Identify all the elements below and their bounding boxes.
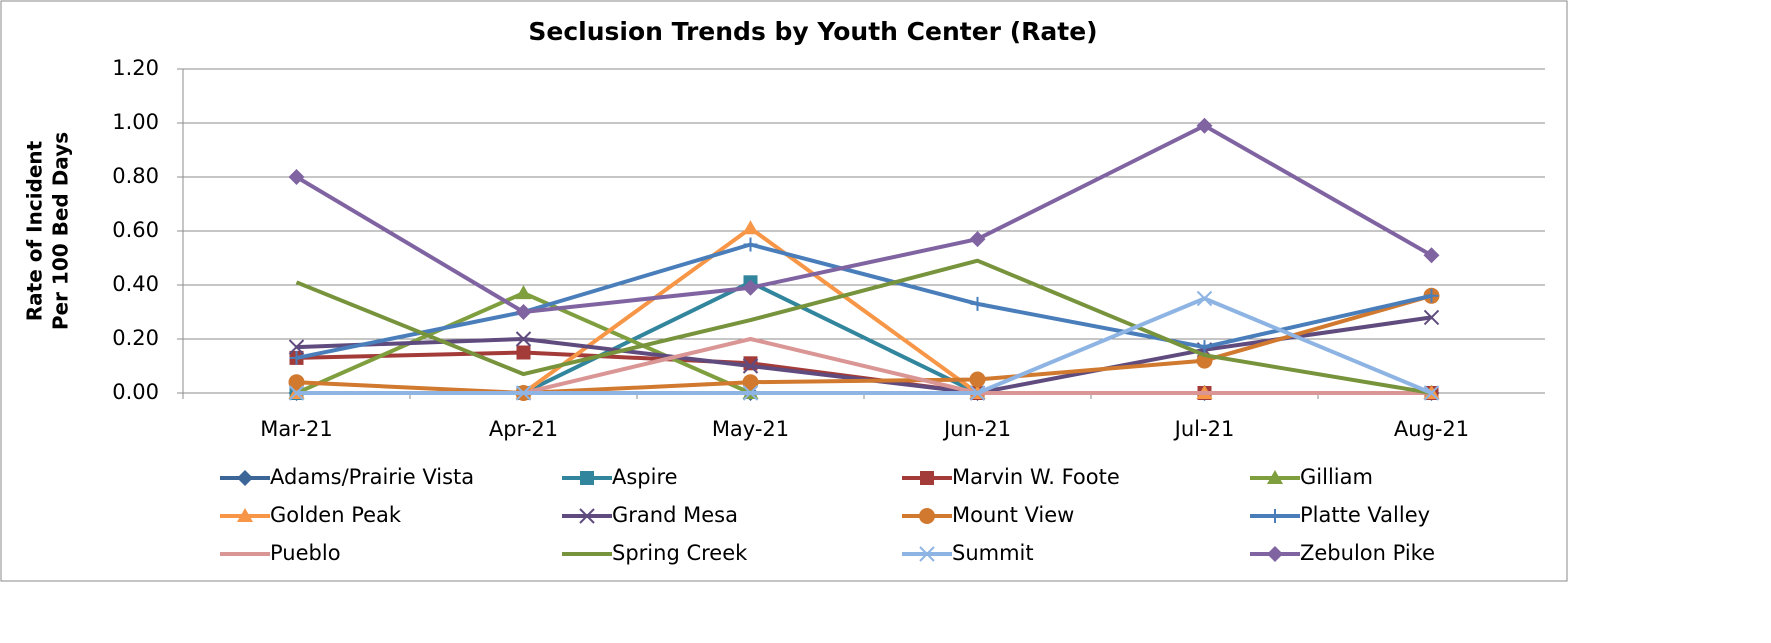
legend-label: Mount View	[952, 503, 1074, 527]
legend-marker	[579, 508, 595, 524]
data-point	[970, 296, 985, 311]
legend-label: Pueblo	[270, 541, 341, 565]
y-tick-label: 1.20	[112, 56, 159, 80]
x-tick-label: Aug-21	[1394, 417, 1469, 441]
y-axis-title-line: Per 100 Bed Days	[49, 132, 73, 330]
data-point	[742, 358, 759, 374]
data-point	[969, 371, 986, 388]
y-axis-title: Rate of Incident Per 100 Bed Days	[23, 132, 73, 330]
series-line	[295, 258, 1432, 395]
x-tick-label: May-21	[712, 417, 789, 441]
legend-marker	[237, 470, 253, 486]
legend-label: Platte Valley	[1300, 503, 1430, 527]
legend-label: Adams/Prairie Vista	[270, 465, 474, 489]
data-point	[289, 350, 304, 365]
x-tick-label: Jun-21	[942, 417, 1011, 441]
legend-label: Spring Creek	[612, 541, 748, 565]
legend-label: Aspire	[612, 465, 678, 489]
y-tick-label: 0.80	[112, 164, 159, 188]
chart-frame	[0, 0, 1568, 582]
data-point	[1423, 309, 1440, 326]
legend-label: Grand Mesa	[612, 503, 738, 527]
data-point	[515, 385, 532, 401]
data-point	[515, 304, 532, 320]
x-tick-label: Apr-21	[489, 417, 558, 441]
legend-label: Zebulon Pike	[1300, 541, 1435, 565]
y-tick-label: 0.20	[112, 326, 159, 350]
legend-marker	[919, 546, 935, 562]
data-point	[1423, 385, 1440, 401]
legend-marker	[919, 508, 935, 524]
legend-marker	[1267, 470, 1283, 484]
data-point	[1424, 288, 1439, 303]
legend-label: Gilliam	[1300, 465, 1373, 489]
data-point	[515, 331, 532, 347]
data-point	[1423, 247, 1440, 264]
legend-label: Golden Peak	[270, 503, 402, 527]
data-point	[969, 385, 986, 401]
data-point	[1196, 117, 1213, 134]
legend-marker	[1268, 509, 1282, 523]
legend-marker	[920, 471, 934, 485]
data-point	[742, 220, 759, 235]
x-tick-label: Mar-21	[260, 417, 333, 441]
y-tick-label: 0.60	[112, 218, 159, 242]
data-point	[743, 237, 758, 252]
data-point	[288, 339, 305, 355]
y-tick-label: 0.40	[112, 272, 159, 296]
data-point	[1196, 290, 1213, 307]
data-point	[742, 374, 759, 391]
legend-marker	[237, 508, 253, 522]
chart-title: Seclusion Trends by Youth Center (Rate)	[528, 17, 1097, 46]
data-point	[288, 385, 305, 401]
legend-marker	[580, 471, 594, 485]
data-point	[1197, 340, 1212, 355]
y-tick-label: 1.00	[112, 110, 159, 134]
series-line	[295, 123, 1433, 314]
data-point	[516, 345, 531, 360]
series-line	[296, 296, 1433, 395]
data-point	[742, 385, 759, 401]
legend-label: Summit	[952, 541, 1034, 565]
series-line	[296, 242, 1432, 360]
legend-marker	[1267, 546, 1283, 562]
data-point	[515, 285, 532, 300]
data-point	[288, 374, 305, 391]
legend-label: Marvin W. Foote	[952, 465, 1120, 489]
y-tick-label: 0.00	[112, 380, 159, 404]
x-tick-label: Jul-21	[1173, 417, 1235, 441]
y-axis-title-line: Rate of Incident	[23, 140, 47, 321]
data-point	[288, 169, 305, 185]
data-point	[969, 231, 986, 248]
data-point	[742, 279, 759, 296]
